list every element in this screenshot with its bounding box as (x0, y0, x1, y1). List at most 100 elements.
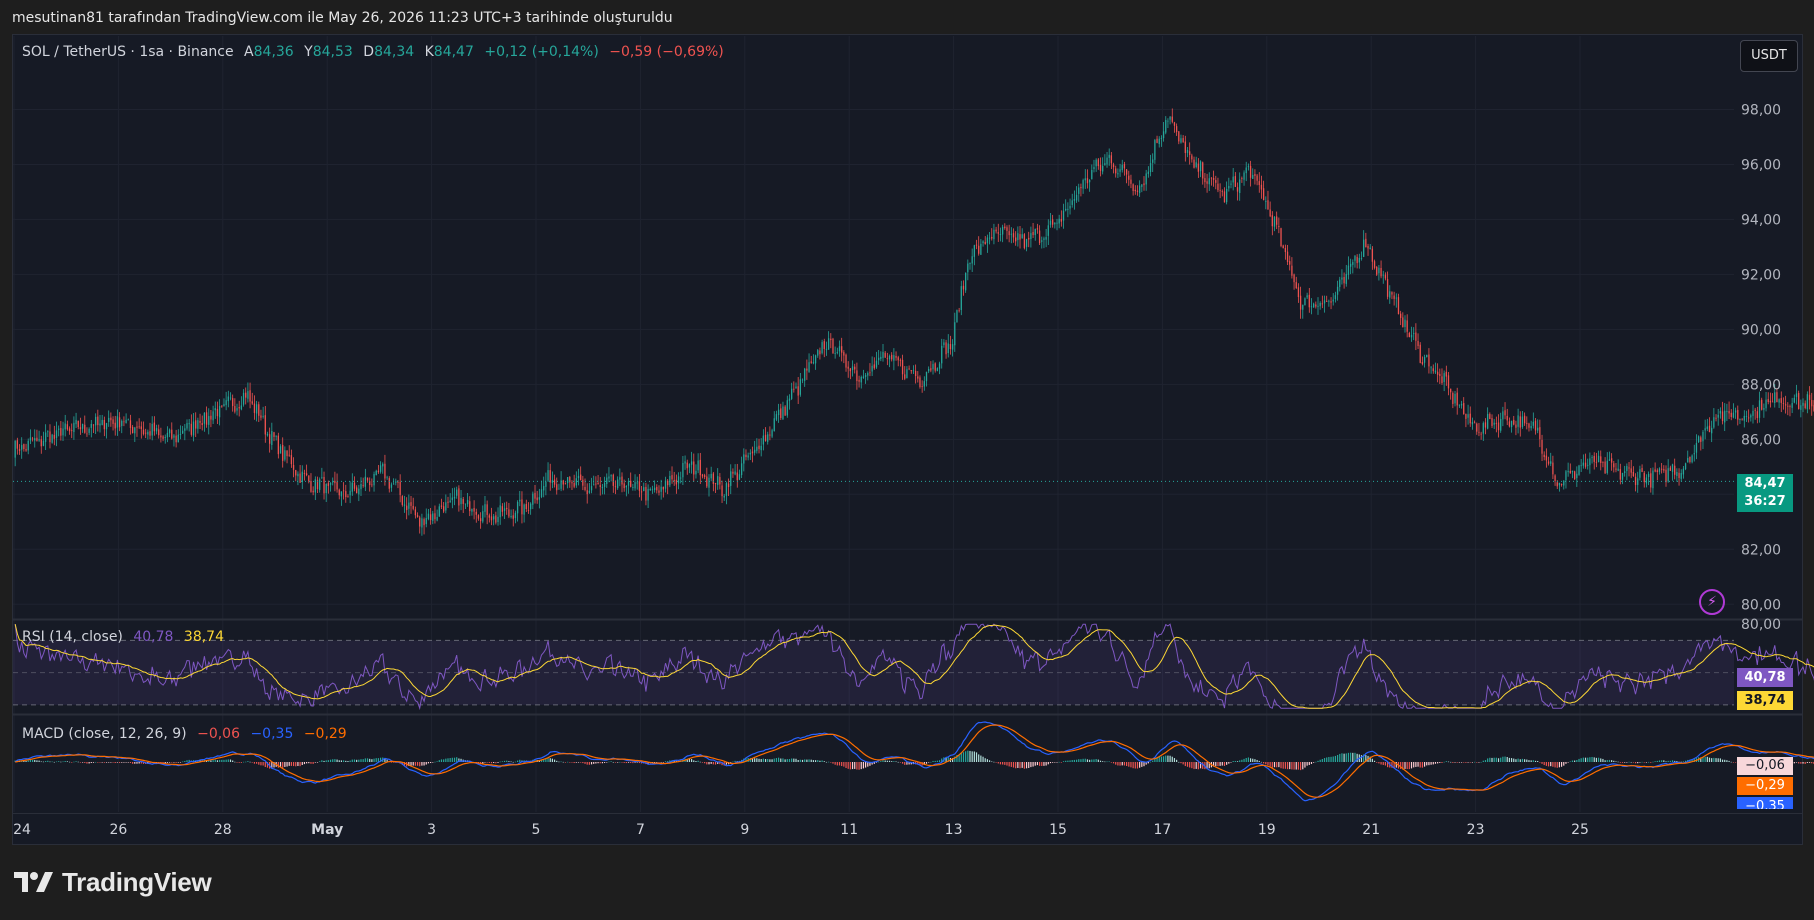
macd-histogram-bar (1600, 758, 1602, 762)
macd-histogram-bar (1167, 755, 1169, 762)
macd-histogram-bar (884, 760, 886, 762)
candle-body (1467, 414, 1469, 418)
candle-body (1747, 417, 1750, 419)
candle-body (464, 503, 467, 505)
candle-body (1458, 404, 1461, 406)
candle-body (756, 446, 758, 451)
price-tick-label: 96,00 (1741, 157, 1781, 173)
macd-histogram-bar (62, 761, 64, 763)
macd-histogram-bar (1508, 757, 1510, 762)
time-tick-label: 9 (740, 822, 749, 838)
macd-histogram-bar (208, 760, 210, 762)
macd-histogram-bar (234, 761, 236, 763)
candle-body (582, 479, 584, 486)
candle-body (1734, 410, 1737, 413)
candle-body (1160, 137, 1163, 139)
candle-body (282, 445, 284, 461)
candle-body (1526, 423, 1528, 425)
candle-body (525, 504, 527, 510)
candle-body (1349, 263, 1352, 267)
candle-body (292, 464, 295, 470)
candle-body (240, 405, 243, 410)
macd-histogram-bar (1708, 757, 1711, 762)
macd-histogram-bar (699, 761, 701, 763)
candle-body (625, 485, 628, 488)
macd-histogram-bar (45, 761, 47, 762)
candle-body (1156, 138, 1158, 143)
candle-body (1247, 166, 1250, 168)
macd-histogram-bar (510, 761, 512, 763)
lightning-icon[interactable]: ⚡ (1699, 589, 1725, 615)
macd-histogram-bar (225, 759, 227, 762)
candle-body (103, 420, 106, 430)
candle-body (566, 477, 569, 484)
candle-body (1034, 228, 1036, 236)
macd-histogram-bar (547, 757, 549, 762)
macd-histogram-bar (1165, 755, 1167, 762)
tradingview-logo[interactable]: TradingView (14, 866, 212, 898)
candle-body (827, 338, 830, 350)
time-tick-label: 23 (1467, 822, 1485, 838)
candle-body (1006, 227, 1008, 231)
candle-body (1428, 354, 1430, 367)
macd-histogram-bar (988, 760, 991, 762)
candle-body (767, 434, 769, 442)
macd-histogram-bar (105, 762, 108, 763)
macd-histogram-bar (1650, 762, 1652, 763)
candle-body (1345, 273, 1347, 284)
symbol-title[interactable]: SOL / TetherUS · 1sa · Binance (22, 44, 234, 60)
candle-body (941, 345, 943, 364)
macd-histogram-bar (938, 760, 941, 762)
candle-body (825, 348, 828, 350)
candle-body (1386, 279, 1389, 297)
macd-histogram-bar (232, 760, 234, 762)
macd-histogram-bar (1030, 762, 1032, 768)
macd-histogram-bar (1178, 761, 1180, 763)
candle-body (1469, 413, 1471, 424)
candle-body (656, 486, 658, 491)
candle-body (188, 423, 190, 425)
macd-histogram-bar (219, 759, 221, 762)
macd-histogram-bar (1700, 757, 1702, 762)
macd-histogram-bar (1606, 760, 1608, 762)
candle-body (580, 474, 582, 481)
candle-body (1352, 262, 1354, 265)
macd-histogram-bar (179, 762, 182, 763)
candle-body (545, 481, 547, 487)
macd-histogram-bar (490, 762, 493, 764)
candle-body (112, 419, 114, 424)
candle-body (773, 418, 775, 432)
candle-body (1456, 392, 1458, 406)
candle-body (190, 423, 193, 435)
macd-histogram-bar (1569, 761, 1571, 763)
candle-body (99, 423, 101, 426)
candle-body (1339, 279, 1341, 287)
candle-body (1291, 265, 1293, 276)
macd-histogram-bar (756, 758, 758, 762)
rsi-title[interactable]: RSI (14, close) (22, 629, 123, 645)
macd-histogram-bar (1465, 762, 1467, 763)
candle-body (1650, 473, 1652, 488)
candle-body (558, 488, 560, 490)
macd-histogram-bar (1584, 757, 1587, 762)
macd-histogram-bar (364, 758, 366, 762)
macd-histogram-bar (1045, 762, 1047, 766)
candle-body (1328, 300, 1330, 302)
macd-histogram-bar (377, 758, 379, 762)
macd-histogram-bar (1715, 758, 1717, 762)
macd-histogram-bar (1254, 759, 1256, 762)
macd-title[interactable]: MACD (close, 12, 26, 9) (22, 726, 187, 742)
candle-body (1119, 169, 1121, 172)
macd-histogram-bar (92, 762, 95, 763)
candle-body (1051, 219, 1054, 225)
candle-body (173, 435, 175, 438)
candle-body (1343, 277, 1345, 284)
macd-histogram-bar (149, 762, 151, 764)
macd-histogram-bar (49, 761, 51, 763)
candle-body (338, 489, 340, 496)
macd-histogram-bar (1319, 759, 1321, 762)
currency-button[interactable]: USDT (1740, 40, 1798, 72)
candle-body (260, 415, 262, 418)
macd-histogram-bar (1432, 762, 1434, 765)
